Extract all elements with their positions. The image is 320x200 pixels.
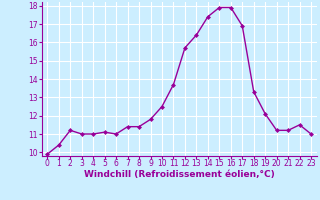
X-axis label: Windchill (Refroidissement éolien,°C): Windchill (Refroidissement éolien,°C): [84, 170, 275, 179]
